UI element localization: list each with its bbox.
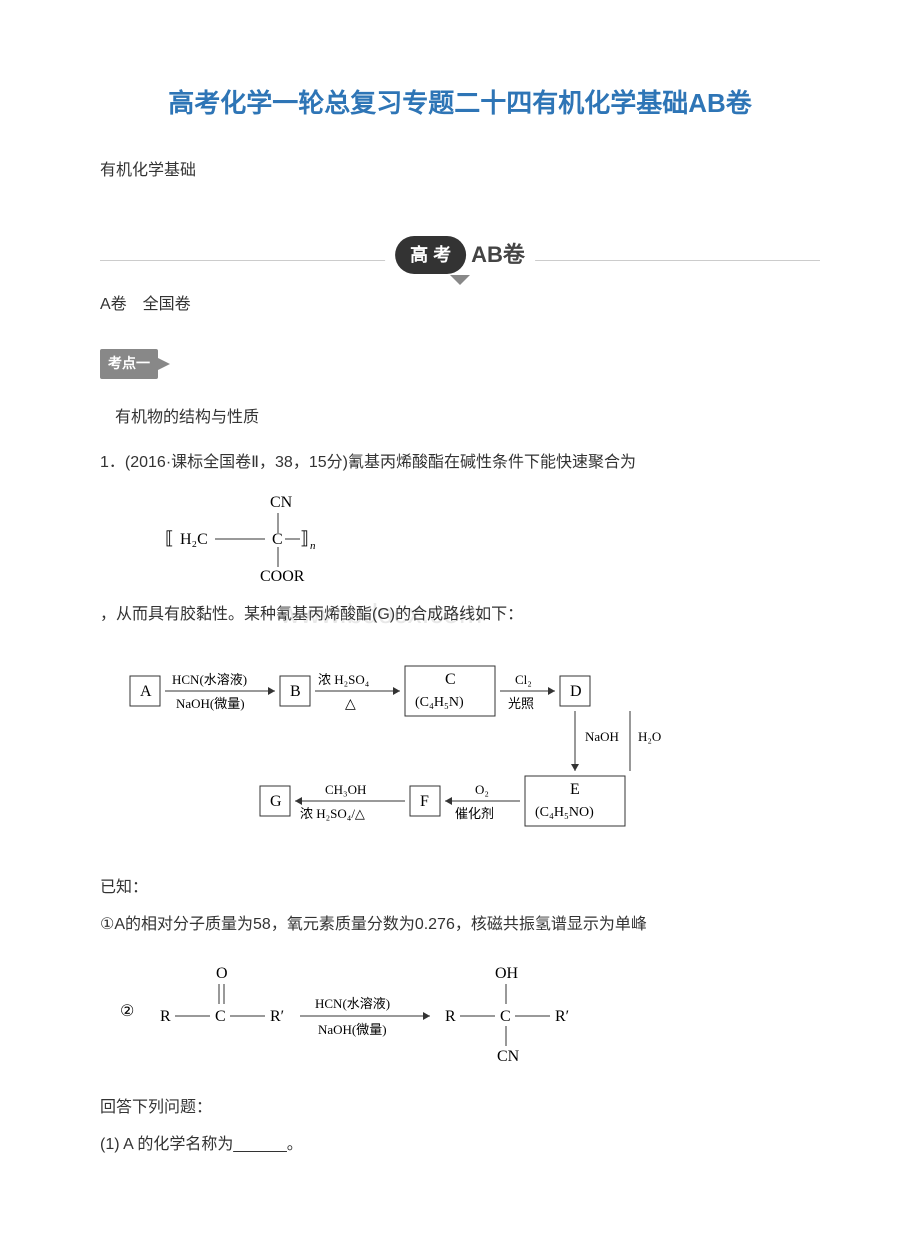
svg-text:OH: OH [495, 965, 519, 982]
ab-badge: 高 考 [395, 236, 466, 274]
svg-text:C: C [272, 531, 283, 548]
svg-text:⟦: ⟦ [165, 528, 174, 548]
svg-text:催化剂: 催化剂 [455, 806, 494, 821]
topic-text: 有机物的结构与性质 [115, 404, 820, 433]
svg-text:E: E [570, 781, 580, 798]
svg-text:CN: CN [497, 1048, 520, 1065]
ab-banner: 高 考 AB卷 [100, 211, 820, 261]
svg-text:HCN(水溶液): HCN(水溶液) [172, 672, 247, 687]
svg-text:C: C [215, 1008, 226, 1025]
known-2-reaction: ② R C O R′ HCN(水溶液) NaOH(微量) R C OH CN R… [100, 956, 820, 1077]
question-1-prefix: 1．(2016·课标全国卷Ⅱ，38，15分)氰基丙烯酸酯在碱性条件下能快速聚合为 [100, 447, 820, 479]
kaodian-badge: 考点一 [100, 349, 158, 378]
svg-text:H₂O: H₂O [638, 729, 661, 744]
svg-text:NaOH(微量): NaOH(微量) [176, 696, 245, 711]
svg-text:F: F [420, 793, 429, 810]
svg-text:(C₄H₅NO): (C₄H₅NO) [535, 805, 594, 820]
page-title: 高考化学一轮总复习专题二十四有机化学基础AB卷 [100, 80, 820, 127]
svg-text:(C₄H₅N): (C₄H₅N) [415, 695, 464, 710]
known-1: ①A的相对分子质量为58，氧元素质量分数为0.276，核磁共振氢谱显示为单峰 [100, 909, 820, 941]
svg-text:D: D [570, 683, 582, 700]
svg-text:Cl₂: Cl₂ [515, 672, 532, 687]
question-1-1: (1) A 的化学名称为______。 [100, 1129, 820, 1161]
reaction-scheme: A HCN(水溶液) NaOH(微量) B 浓 H₂SO₄ △ C (C₄H₅N… [100, 646, 820, 857]
ab-text: AB卷 [471, 235, 525, 275]
question-1-suffix: ，从而具有胶黏性。某种氰基丙烯酸酯(G)的合成路线如下： [100, 599, 820, 631]
svg-text:NaOH: NaOH [585, 729, 619, 744]
svg-text:R′: R′ [270, 1008, 284, 1025]
svg-text:NaOH(微量): NaOH(微量) [318, 1022, 387, 1037]
svg-text:R′: R′ [555, 1008, 569, 1025]
svg-text:C: C [500, 1008, 511, 1025]
svg-text:R: R [160, 1008, 171, 1025]
polymer-structure: CN ⟦ H₂C C ⟧ n COOR [160, 489, 820, 589]
svg-text:B: B [290, 683, 301, 700]
svg-text:O: O [216, 965, 228, 982]
known-label: 已知： [100, 872, 820, 904]
svg-text:HCN(水溶液): HCN(水溶液) [315, 996, 390, 1011]
svg-text:A: A [140, 683, 152, 700]
svg-text:②: ② [120, 1003, 134, 1020]
svg-text:n: n [310, 540, 316, 552]
svg-text:CH₃OH: CH₃OH [325, 782, 366, 797]
svg-text:R: R [445, 1008, 456, 1025]
svg-text:C: C [445, 671, 456, 688]
svg-text:△: △ [345, 697, 356, 712]
subtitle: 有机化学基础 [100, 157, 820, 186]
svg-text:光照: 光照 [508, 696, 534, 711]
svg-text:G: G [270, 793, 282, 810]
chevron-down-icon [450, 275, 470, 285]
answer-label: 回答下列问题： [100, 1092, 820, 1124]
svg-text:COOR: COOR [260, 568, 305, 585]
svg-text:浓 H₂SO₄/△: 浓 H₂SO₄/△ [300, 806, 365, 821]
svg-text:⟧: ⟧ [300, 528, 309, 548]
section-a-label: A卷 全国卷 [100, 291, 820, 320]
svg-text:O₂: O₂ [475, 782, 489, 797]
svg-text:CN: CN [270, 494, 293, 511]
svg-text:浓 H₂SO₄: 浓 H₂SO₄ [318, 672, 370, 687]
svg-text:H₂C: H₂C [180, 531, 208, 548]
